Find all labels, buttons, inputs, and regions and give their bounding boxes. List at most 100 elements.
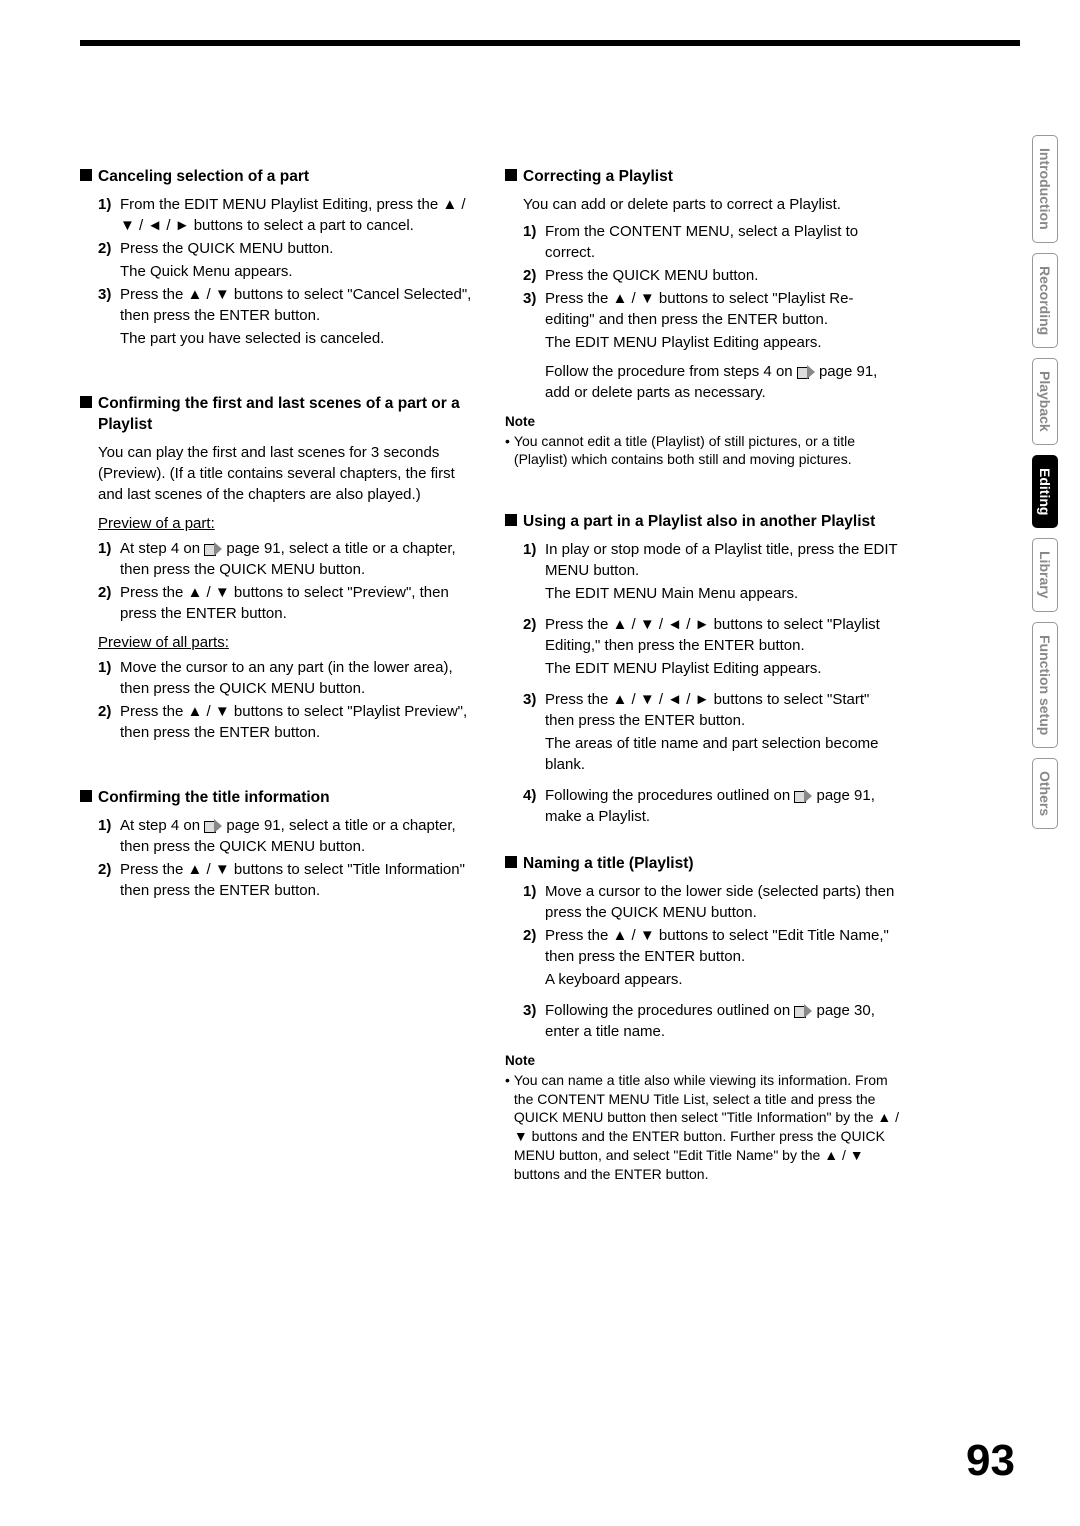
step: 1)At step 4 on page 91, select a title o…	[80, 815, 475, 857]
step: 2)Press the QUICK MENU button.	[80, 238, 475, 259]
step-text: Press the QUICK MENU button.	[120, 238, 475, 259]
step: 1)From the EDIT MENU Playlist Editing, p…	[80, 194, 475, 236]
content-columns: Canceling selection of a part 1)From the…	[80, 166, 1020, 1184]
square-bullet-icon	[505, 856, 517, 868]
step-sub: A keyboard appears.	[505, 969, 900, 990]
tab-function-setup: Function setup	[1032, 622, 1058, 748]
step: 2)Press the ▲ / ▼ / ◄ / ► buttons to sel…	[505, 614, 900, 656]
step-num: 3)	[523, 288, 545, 330]
step: 3)Following the procedures outlined on p…	[505, 1000, 900, 1042]
tab-recording: Recording	[1032, 253, 1058, 348]
manual-page: Introduction Recording Playback Editing …	[0, 0, 1080, 1526]
page-number: 93	[966, 1436, 1015, 1486]
step-text: Press the ▲ / ▼ / ◄ / ► buttons to selec…	[545, 614, 900, 656]
step: 2)Press the ▲ / ▼ buttons to select "Pre…	[80, 582, 475, 624]
step-text: At step 4 on page 91, select a title or …	[120, 538, 475, 580]
step-text: From the EDIT MENU Playlist Editing, pre…	[120, 194, 475, 236]
step-text: In play or stop mode of a Playlist title…	[545, 539, 900, 581]
step-sub: The Quick Menu appears.	[80, 261, 475, 282]
step-num: 2)	[98, 859, 120, 901]
step: 4)Following the procedures outlined on p…	[505, 785, 900, 827]
step: 2)Press the ▲ / ▼ buttons to select "Tit…	[80, 859, 475, 901]
page-ref-icon	[204, 820, 222, 832]
square-bullet-icon	[80, 396, 92, 408]
step-sub: The part you have selected is canceled.	[80, 328, 475, 349]
step: 1)Move a cursor to the lower side (selec…	[505, 881, 900, 923]
step-num: 2)	[98, 238, 120, 259]
tab-introduction: Introduction	[1032, 135, 1058, 243]
step: 1)Move the cursor to an any part (in the…	[80, 657, 475, 699]
step-text: Press the ▲ / ▼ / ◄ / ► buttons to selec…	[545, 689, 900, 731]
step-num: 1)	[98, 657, 120, 699]
step-text: Move a cursor to the lower side (selecte…	[545, 881, 900, 923]
bullet-icon: •	[505, 1071, 510, 1184]
page-ref-icon	[797, 366, 815, 378]
note-body: •You cannot edit a title (Playlist) of s…	[505, 432, 900, 470]
square-bullet-icon	[80, 169, 92, 181]
step-num: 1)	[98, 194, 120, 236]
square-bullet-icon	[505, 514, 517, 526]
step-text: Following the procedures outlined on pag…	[545, 1000, 900, 1042]
page-ref-icon	[794, 1005, 812, 1017]
step-text: Press the ▲ / ▼ buttons to select "Cance…	[120, 284, 475, 326]
step-num: 1)	[98, 815, 120, 857]
step-text: Press the QUICK MENU button.	[545, 265, 900, 286]
section-title: Correcting a Playlist	[523, 166, 673, 188]
step: 2)Press the ▲ / ▼ buttons to select "Edi…	[505, 925, 900, 967]
step-num: 1)	[523, 881, 545, 923]
step-num: 1)	[523, 539, 545, 581]
section-cancel: Canceling selection of a part	[80, 166, 475, 188]
section-title: Naming a title (Playlist)	[523, 853, 694, 875]
step-text: Press the ▲ / ▼ buttons to select "Edit …	[545, 925, 900, 967]
note-label: Note	[505, 1052, 900, 1071]
bullet-icon: •	[505, 432, 510, 470]
step-num: 3)	[98, 284, 120, 326]
note-body: •You can name a title also while viewing…	[505, 1071, 900, 1184]
step-text: Following the procedures outlined on pag…	[545, 785, 900, 827]
step: 2)Press the QUICK MENU button.	[505, 265, 900, 286]
square-bullet-icon	[505, 169, 517, 181]
step-sub: The EDIT MENU Playlist Editing appears.	[505, 332, 900, 353]
step-text: Move the cursor to an any part (in the l…	[120, 657, 475, 699]
tab-editing: Editing	[1032, 455, 1058, 528]
step-text: Press the ▲ / ▼ buttons to select "Playl…	[545, 288, 900, 330]
step: 3)Press the ▲ / ▼ buttons to select "Pla…	[505, 288, 900, 330]
step-sub: The EDIT MENU Playlist Editing appears.	[505, 658, 900, 679]
step-num: 1)	[98, 538, 120, 580]
step-num: 3)	[523, 1000, 545, 1042]
sub-heading: Preview of a part:	[80, 513, 475, 534]
tab-playback: Playback	[1032, 358, 1058, 445]
section-correcting: Correcting a Playlist	[505, 166, 900, 188]
step: 2)Press the ▲ / ▼ buttons to select "Pla…	[80, 701, 475, 743]
header-bar	[80, 40, 1020, 46]
sub-heading: Preview of all parts:	[80, 632, 475, 653]
step-text: Press the ▲ / ▼ buttons to select "Previ…	[120, 582, 475, 624]
step-sub: The areas of title name and part selecti…	[505, 733, 900, 775]
section-using-part: Using a part in a Playlist also in anoth…	[505, 511, 900, 533]
page-ref-icon	[794, 790, 812, 802]
section-confirm-title: Confirming the title information	[80, 787, 475, 809]
page-ref-icon	[204, 543, 222, 555]
intro-text: You can play the first and last scenes f…	[80, 442, 475, 505]
step: 1)At step 4 on page 91, select a title o…	[80, 538, 475, 580]
follow-text: Follow the procedure from steps 4 on pag…	[505, 361, 900, 403]
step-num: 3)	[523, 689, 545, 731]
left-column: Canceling selection of a part 1)From the…	[80, 166, 475, 1184]
step: 3)Press the ▲ / ▼ buttons to select "Can…	[80, 284, 475, 326]
right-column: Correcting a Playlist You can add or del…	[505, 166, 900, 1184]
step: 3)Press the ▲ / ▼ / ◄ / ► buttons to sel…	[505, 689, 900, 731]
step: 1)In play or stop mode of a Playlist tit…	[505, 539, 900, 581]
step-num: 2)	[523, 925, 545, 967]
step-num: 1)	[523, 221, 545, 263]
tab-others: Others	[1032, 758, 1058, 829]
section-title: Confirming the first and last scenes of …	[98, 393, 475, 436]
step-text: Press the ▲ / ▼ buttons to select "Title…	[120, 859, 475, 901]
square-bullet-icon	[80, 790, 92, 802]
section-title: Canceling selection of a part	[98, 166, 309, 188]
step-num: 2)	[523, 265, 545, 286]
intro-text: You can add or delete parts to correct a…	[505, 194, 900, 215]
step: 1)From the CONTENT MENU, select a Playli…	[505, 221, 900, 263]
step-num: 2)	[98, 701, 120, 743]
step-num: 2)	[98, 582, 120, 624]
section-confirm-scenes: Confirming the first and last scenes of …	[80, 393, 475, 436]
